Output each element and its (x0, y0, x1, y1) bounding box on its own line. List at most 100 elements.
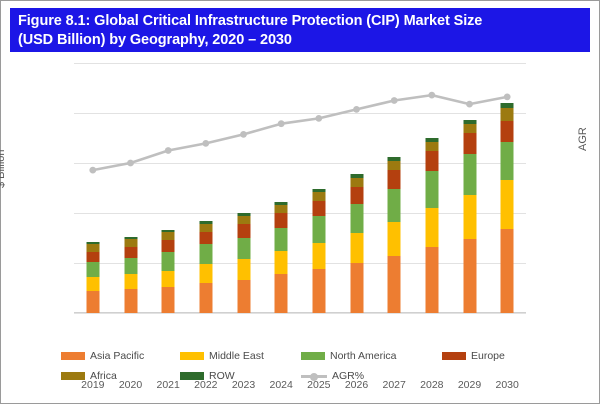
bar-segment[interactable] (86, 251, 100, 262)
agr-line-marker[interactable] (353, 106, 360, 113)
bar-segment[interactable] (350, 262, 363, 313)
agr-line-marker[interactable] (277, 120, 285, 128)
bar-segment[interactable] (274, 273, 288, 313)
bar-segment[interactable] (274, 201, 288, 205)
agr-line-marker[interactable] (503, 93, 511, 101)
legend-item[interactable]: North America (301, 350, 438, 362)
agr-line-marker[interactable] (89, 166, 97, 174)
bar-segment[interactable] (312, 242, 326, 269)
bar-segment[interactable] (463, 133, 476, 154)
bar-segment[interactable] (387, 255, 401, 313)
bar-segment[interactable] (86, 244, 100, 252)
bar-segment[interactable] (312, 216, 326, 243)
bar-segment[interactable] (350, 233, 363, 263)
legend-item[interactable]: ROW (180, 370, 297, 382)
bar-segment[interactable] (124, 289, 137, 313)
bar-segment[interactable] (86, 261, 100, 277)
gridline (74, 113, 526, 114)
bar-segment[interactable] (350, 174, 363, 178)
bar-segment[interactable] (463, 124, 476, 133)
bar-segment[interactable] (199, 244, 213, 264)
legend-item[interactable]: Europe (442, 350, 522, 362)
bar-segment[interactable] (425, 151, 439, 171)
bar-segment[interactable] (463, 238, 476, 313)
bar-segment[interactable] (199, 221, 213, 224)
bar-segment[interactable] (500, 142, 514, 180)
bar-segment[interactable] (199, 282, 213, 313)
bar-segment[interactable] (161, 252, 175, 271)
bar-segment[interactable] (237, 215, 250, 224)
agr-line-marker[interactable] (240, 131, 247, 138)
legend-item[interactable]: AGR% (301, 370, 438, 382)
legend-item[interactable]: Middle East (180, 350, 297, 362)
bar-stack[interactable] (350, 174, 363, 313)
bar-segment[interactable] (425, 246, 439, 313)
bar-segment[interactable] (237, 259, 250, 280)
x-tick-label: 2023 (231, 379, 256, 391)
bar-segment[interactable] (274, 213, 288, 228)
bar-segment[interactable] (161, 270, 175, 287)
bar-segment[interactable] (500, 180, 514, 229)
bar-segment[interactable] (425, 170, 439, 208)
bar-segment[interactable] (237, 279, 250, 313)
bar-segment[interactable] (500, 120, 514, 142)
bar-stack[interactable] (274, 201, 288, 313)
bar-segment[interactable] (199, 223, 213, 232)
bar-stack[interactable] (124, 237, 137, 313)
bar-segment[interactable] (387, 170, 401, 189)
bar-segment[interactable] (124, 246, 137, 258)
bar-segment[interactable] (312, 200, 326, 216)
bar-segment[interactable] (387, 188, 401, 222)
bar-segment[interactable] (237, 212, 250, 216)
bar-segment[interactable] (161, 232, 175, 240)
bar-segment[interactable] (500, 107, 514, 121)
agr-line-marker[interactable] (315, 115, 323, 122)
bar-segment[interactable] (350, 186, 363, 204)
bar-segment[interactable] (425, 141, 439, 151)
bar-segment[interactable] (463, 153, 476, 195)
agr-line-marker[interactable] (164, 147, 172, 154)
bar-segment[interactable] (274, 227, 288, 251)
bar-segment[interactable] (86, 291, 100, 313)
bar-segment[interactable] (387, 222, 401, 256)
legend-item[interactable]: Africa (61, 370, 176, 382)
bar-segment[interactable] (312, 191, 326, 201)
bar-segment[interactable] (312, 188, 326, 192)
bar-stack[interactable] (86, 242, 100, 313)
bar-segment[interactable] (161, 229, 175, 232)
bar-segment[interactable] (124, 274, 137, 289)
bar-segment[interactable] (312, 268, 326, 313)
agr-line-marker[interactable] (428, 91, 436, 99)
bar-stack[interactable] (425, 137, 439, 313)
bar-stack[interactable] (387, 157, 401, 313)
agr-line-marker[interactable] (202, 140, 210, 147)
bar-segment[interactable] (500, 229, 514, 313)
bar-segment[interactable] (387, 160, 401, 170)
bar-segment[interactable] (425, 207, 439, 247)
bar-segment[interactable] (124, 237, 137, 239)
bar-stack[interactable] (463, 120, 476, 313)
agr-line-marker[interactable] (466, 100, 473, 108)
bar-segment[interactable] (237, 224, 250, 238)
bar-stack[interactable] (161, 229, 175, 313)
agr-line-marker[interactable] (390, 97, 398, 104)
bar-segment[interactable] (237, 237, 250, 259)
bar-segment[interactable] (124, 239, 137, 247)
bar-segment[interactable] (161, 287, 175, 313)
bar-segment[interactable] (199, 231, 213, 244)
bar-segment[interactable] (350, 177, 363, 187)
bar-stack[interactable] (237, 212, 250, 313)
bar-segment[interactable] (463, 194, 476, 239)
bar-segment[interactable] (199, 264, 213, 283)
bar-stack[interactable] (312, 188, 326, 313)
bar-segment[interactable] (86, 242, 100, 244)
bar-segment[interactable] (161, 240, 175, 252)
bar-segment[interactable] (86, 277, 100, 291)
bar-segment[interactable] (350, 203, 363, 233)
bar-stack[interactable] (199, 221, 213, 313)
bar-stack[interactable] (500, 102, 514, 313)
bar-segment[interactable] (124, 257, 137, 274)
legend-item[interactable]: Asia Pacific (61, 350, 176, 362)
bar-segment[interactable] (274, 251, 288, 274)
bar-segment[interactable] (274, 204, 288, 213)
